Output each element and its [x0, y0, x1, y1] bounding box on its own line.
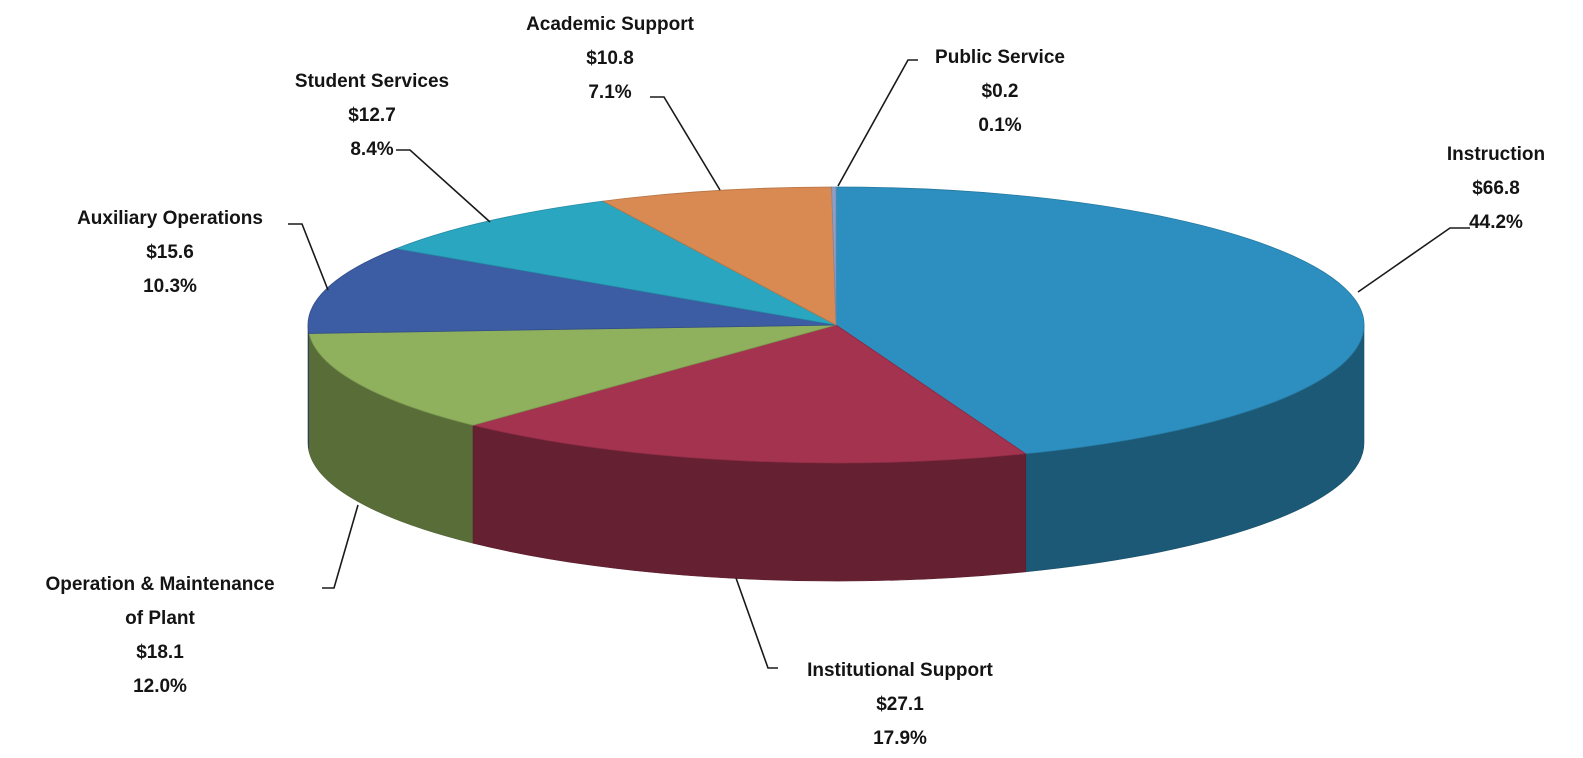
pie-tops	[307, 186, 1365, 464]
slice-percent-institutional-support: 17.9%	[873, 728, 927, 749]
slice-label-auxiliary-operations: Auxiliary Operations	[77, 208, 263, 229]
leader-line-auxiliary-operations	[288, 223, 329, 291]
slice-label-instruction: Instruction	[1447, 144, 1545, 165]
slice-percent-public-service: 0.1%	[978, 115, 1021, 136]
leader-line-academic-support	[650, 96, 721, 191]
slice-labels: Instruction $66.8 44.2% Institutional Suppo…	[45, 14, 1545, 749]
leader-line-instruction	[1357, 227, 1470, 293]
leader-line-student-services	[396, 149, 491, 223]
slice-percent-student-services: 8.4%	[350, 139, 393, 160]
leader-line-institutional-support	[735, 577, 778, 669]
leader-lines	[288, 59, 1470, 669]
slice-value-public-service: $0.2	[982, 81, 1019, 102]
slice-value-student-services: $12.7	[348, 105, 396, 126]
pie-sides	[307, 324, 1365, 582]
slice-value-institutional-support: $27.1	[876, 694, 924, 715]
pie-slice-auxiliary-operations	[307, 248, 837, 334]
slice-label-institutional-support: Institutional Support	[807, 660, 993, 681]
pie-slice-student-services	[394, 200, 837, 326]
slice-label-operation-and-maintenance-of-plant-line-1: Operation & Maintenance	[45, 574, 274, 595]
slice-label-student-services: Student Services	[295, 71, 449, 92]
slice-percent-instruction: 44.2%	[1469, 212, 1523, 233]
pie-slice-institutional-support	[471, 324, 1027, 464]
leader-line-operation-and-maintenance-of-plant	[322, 504, 359, 589]
slice-percent-auxiliary-operations: 10.3%	[143, 276, 197, 297]
slice-percent-academic-support: 7.1%	[588, 82, 631, 103]
slice-value-academic-support: $10.8	[586, 48, 634, 69]
pie-slice-instruction	[835, 186, 1365, 455]
slice-label-academic-support: Academic Support	[526, 14, 695, 35]
pie-slice-academic-support	[601, 186, 837, 326]
slice-label-public-service: Public Service	[935, 47, 1065, 68]
leader-line-public-service	[837, 59, 918, 187]
slice-value-operation-and-maintenance-of-plant: $18.1	[136, 642, 184, 663]
slice-value-instruction: $66.8	[1472, 178, 1520, 199]
slice-percent-operation-and-maintenance-of-plant: 12.0%	[133, 676, 187, 697]
pie-slice-operation-and-maintenance-of-plant	[308, 324, 837, 426]
slice-value-auxiliary-operations: $15.6	[146, 242, 194, 263]
slice-label-operation-and-maintenance-of-plant-line-2: of Plant	[125, 608, 195, 629]
pie-slice-public-service	[831, 186, 837, 326]
